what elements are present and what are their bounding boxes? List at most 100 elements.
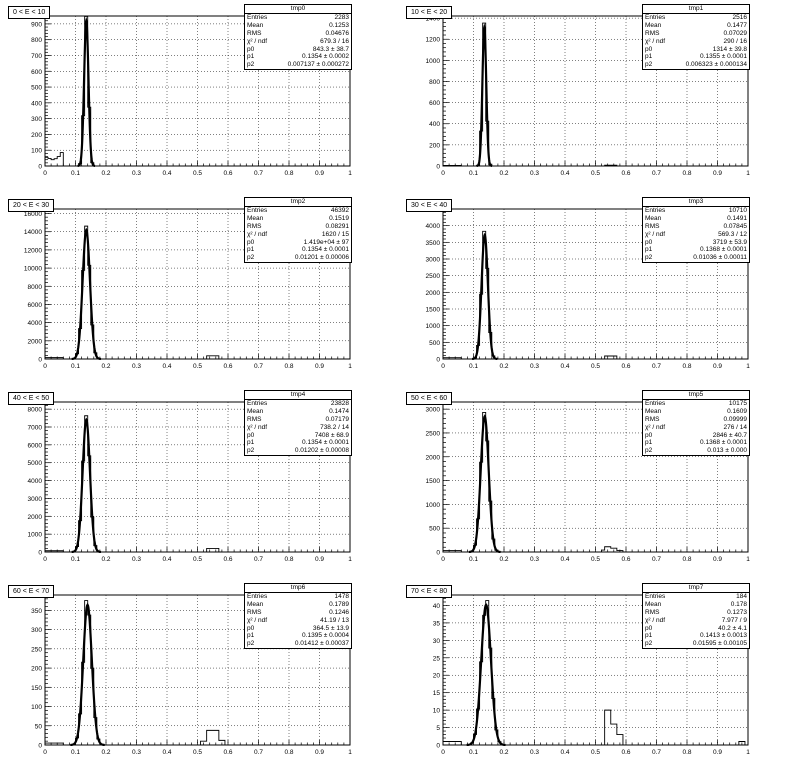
stats-key: p0 (645, 45, 653, 53)
x-tick-label: 0.8 (284, 170, 293, 177)
y-tick-label: 10000 (24, 266, 42, 273)
stats-row: RMS 0.08291 (245, 223, 351, 231)
y-tick-label: 0 (436, 164, 440, 171)
x-tick-label: 0.9 (713, 749, 722, 756)
pad-title: 30 < E < 40 (406, 199, 453, 212)
y-tick-label: 0 (436, 550, 440, 557)
stats-value: 10710 (728, 206, 747, 214)
y-tick-label: 8000 (28, 284, 43, 291)
stats-key: RMS (247, 608, 262, 616)
y-tick-label: 1000 (426, 58, 441, 65)
x-tick-label: 0.3 (530, 749, 539, 756)
stats-row: p0 3719 ± 53.9 (643, 239, 749, 247)
y-tick-label: 200 (31, 666, 42, 673)
stats-row: p2 0.01036 ± 0.00011 (643, 254, 749, 262)
stats-row: p0 1314 ± 39.8 (643, 46, 749, 54)
stats-box: tmp4 Entries 23828 Mean 0.1474 RMS 0.07179 χ² /… (244, 390, 352, 457)
x-tick-label: 0.2 (499, 363, 508, 370)
y-tick-label: 2000 (28, 514, 43, 521)
y-tick-label: 4000 (426, 223, 441, 230)
x-tick-label: 1 (746, 170, 750, 177)
x-tick-label: 0.7 (254, 556, 263, 563)
stats-row: p2 0.01595 ± 0.00105 (643, 640, 749, 648)
stats-row: Entries 1478 (245, 593, 351, 601)
x-tick-label: 0.2 (499, 749, 508, 756)
stats-row: χ² / ndf 738.2 / 14 (245, 424, 351, 432)
x-tick-label: 0 (43, 170, 47, 177)
x-tick-label: 0.9 (315, 363, 324, 370)
x-tick-label: 0.3 (530, 363, 539, 370)
x-tick-label: 0.1 (469, 363, 478, 370)
stats-row: RMS 0.07179 (245, 416, 351, 424)
pad-title: 60 < E < 70 (8, 585, 55, 598)
y-tick-label: 5 (436, 725, 440, 732)
x-tick-label: 0.1 (71, 556, 80, 563)
x-tick-label: 0.3 (530, 556, 539, 563)
stats-value: 0.04676 (325, 29, 350, 37)
x-tick-label: 0.3 (530, 170, 539, 177)
x-tick-label: 0 (441, 556, 445, 563)
stats-hist-name: tmp7 (643, 584, 749, 593)
stats-key: Mean (645, 407, 662, 415)
x-tick-label: 0.6 (621, 363, 630, 370)
x-tick-label: 0.4 (560, 556, 569, 563)
stats-row: Mean 0.1491 (643, 215, 749, 223)
stats-value: 0.1474 (329, 407, 349, 415)
stats-value: 738.2 / 14 (320, 423, 349, 431)
stats-key: Mean (247, 21, 264, 29)
x-tick-label: 0.6 (621, 749, 630, 756)
x-tick-label: 0.7 (254, 749, 263, 756)
x-tick-label: 0.5 (591, 749, 600, 756)
stats-row: Entries 184 (643, 593, 749, 601)
histogram-pad-5: 0 0.1 0.2 0.3 0.4 0.5 0.6 0.7 0.8 0.9 1 0 500 1000 150… (398, 386, 796, 579)
x-tick-label: 0.1 (71, 170, 80, 177)
stats-row: Entries 23828 (245, 400, 351, 408)
y-tick-label: 300 (31, 116, 42, 123)
y-tick-label: 2500 (426, 430, 441, 437)
y-tick-label: 400 (429, 121, 440, 128)
y-tick-label: 0 (436, 743, 440, 750)
histogram-plot: 0 0.1 0.2 0.3 0.4 0.5 0.6 0.7 0.8 0.9 1 0 2000 4000 60… (24, 208, 352, 370)
x-tick-label: 0.6 (223, 363, 232, 370)
stats-key: p2 (247, 640, 255, 648)
pad-title: 0 < E < 10 (8, 6, 51, 19)
x-tick-label: 0 (43, 749, 47, 756)
stats-box: tmp7 Entries 184 Mean 0.178 RMS 0.1273 χ² / ndf… (642, 583, 750, 650)
stats-box: tmp5 Entries 10175 Mean 0.1609 RMS 0.09999 χ² /… (642, 390, 750, 457)
gaussian-fit-curve (466, 602, 506, 747)
y-tick-label: 500 (31, 85, 42, 92)
y-tick-label: 300 (31, 627, 42, 634)
stats-key: p0 (247, 624, 255, 632)
y-tick-label: 4000 (28, 478, 43, 485)
stats-key: RMS (247, 222, 262, 230)
x-tick-label: 0 (441, 170, 445, 177)
stats-row: χ² / ndf 290 / 16 (643, 38, 749, 46)
stats-key: p1 (645, 246, 653, 254)
stats-key: Mean (247, 600, 264, 608)
stats-hist-name: tmp1 (643, 5, 749, 14)
stats-key: χ² / ndf (645, 230, 666, 238)
stats-key: Entries (645, 13, 666, 21)
y-tick-label: 7000 (28, 425, 43, 432)
stats-value: 7408 ± 68.9 (314, 431, 349, 439)
x-tick-label: 0.4 (560, 170, 569, 177)
y-tick-label: 2000 (426, 290, 441, 297)
stats-row: Mean 0.1609 (643, 408, 749, 416)
y-tick-label: 3000 (28, 496, 43, 503)
y-tick-label: 200 (31, 132, 42, 139)
stats-key: Entries (247, 592, 268, 600)
stats-value: 3719 ± 53.9 (712, 238, 747, 246)
y-tick-label: 3000 (426, 407, 441, 414)
stats-hist-name: tmp3 (643, 198, 749, 207)
stats-row: RMS 0.09999 (643, 416, 749, 424)
histogram-plot: 0 0.1 0.2 0.3 0.4 0.5 0.6 0.7 0.8 0.9 1 0 1000 2000 30… (28, 401, 352, 563)
stats-hist-name: tmp5 (643, 391, 749, 400)
stats-value: 184 (736, 592, 747, 600)
x-tick-label: 1 (348, 556, 352, 563)
x-tick-label: 1 (746, 749, 750, 756)
stats-key: p2 (247, 254, 255, 262)
stats-value: 276 / 14 (723, 423, 748, 431)
x-tick-label: 0.5 (193, 556, 202, 563)
y-tick-label: 500 (429, 526, 440, 533)
stats-value: 0.1273 (727, 608, 747, 616)
